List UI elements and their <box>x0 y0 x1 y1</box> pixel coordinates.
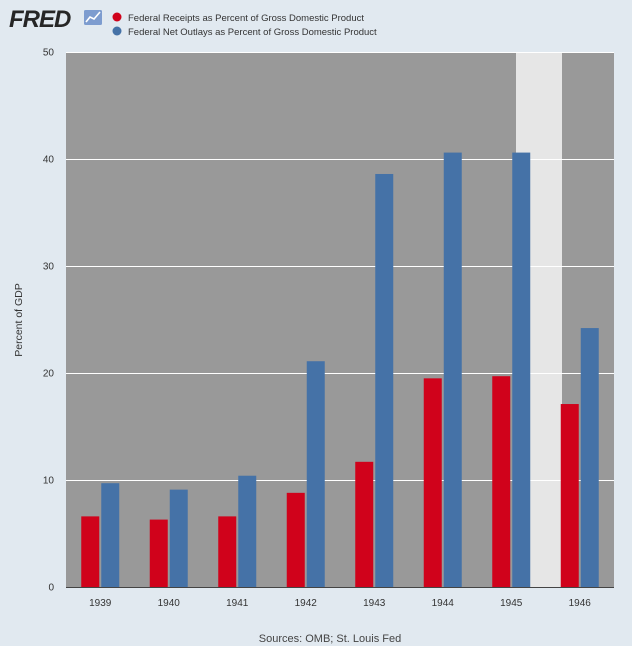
x-tick-label: 1940 <box>158 598 181 609</box>
source-note: Sources: OMB; St. Louis Fed <box>259 633 401 645</box>
legend: Federal Receipts as Percent of Gross Dom… <box>112 12 377 38</box>
y-tick-label: 30 <box>43 262 55 273</box>
bar-receipts <box>355 461 374 587</box>
fred-logo-text: FRED <box>9 6 71 33</box>
fred-graph-icon <box>84 10 102 25</box>
bar-receipts <box>286 492 305 587</box>
bar-outlays <box>169 489 188 587</box>
bar-outlays <box>580 328 599 587</box>
bar-receipts <box>560 404 579 587</box>
x-tick-label: 1943 <box>363 598 386 609</box>
y-tick-label: 40 <box>43 155 55 166</box>
bar-outlays <box>238 475 257 587</box>
x-tick-label: 1944 <box>432 598 455 609</box>
y-tick-labels: 0 10 20 30 40 50 <box>43 48 55 594</box>
bar-receipts <box>81 516 100 587</box>
y-axis-label: Percent of GDP <box>13 283 25 357</box>
x-tick-label: 1946 <box>569 598 592 609</box>
x-tick-label: 1941 <box>226 598 249 609</box>
y-tick-label: 0 <box>48 583 54 594</box>
bar-outlays <box>512 152 531 587</box>
fred-logo[interactable]: FRED <box>9 6 102 33</box>
bar-receipts <box>149 519 168 587</box>
bar-outlays <box>375 173 394 588</box>
x-tick-label: 1942 <box>295 598 318 609</box>
y-tick-label: 10 <box>43 476 55 487</box>
bar-receipts <box>423 378 442 587</box>
x-tick-label: 1945 <box>500 598 523 609</box>
bar-outlays <box>101 483 120 587</box>
x-tick-label: 1939 <box>89 598 112 609</box>
bars <box>81 152 599 588</box>
bar-outlays <box>443 152 462 587</box>
y-tick-label: 50 <box>43 48 55 59</box>
y-tick-label: 20 <box>43 369 55 380</box>
legend-receipts-marker <box>112 12 122 22</box>
bar-receipts <box>492 376 511 587</box>
legend-outlays-label: Federal Net Outlays as Percent of Gross … <box>128 27 377 38</box>
legend-outlays-marker <box>112 26 122 36</box>
bar-receipts <box>218 516 237 587</box>
x-tick-labels: 1939 1940 1941 1942 1943 1944 1945 1946 <box>89 598 591 609</box>
bar-outlays <box>306 361 325 587</box>
legend-receipts-label: Federal Receipts as Percent of Gross Dom… <box>128 13 364 24</box>
